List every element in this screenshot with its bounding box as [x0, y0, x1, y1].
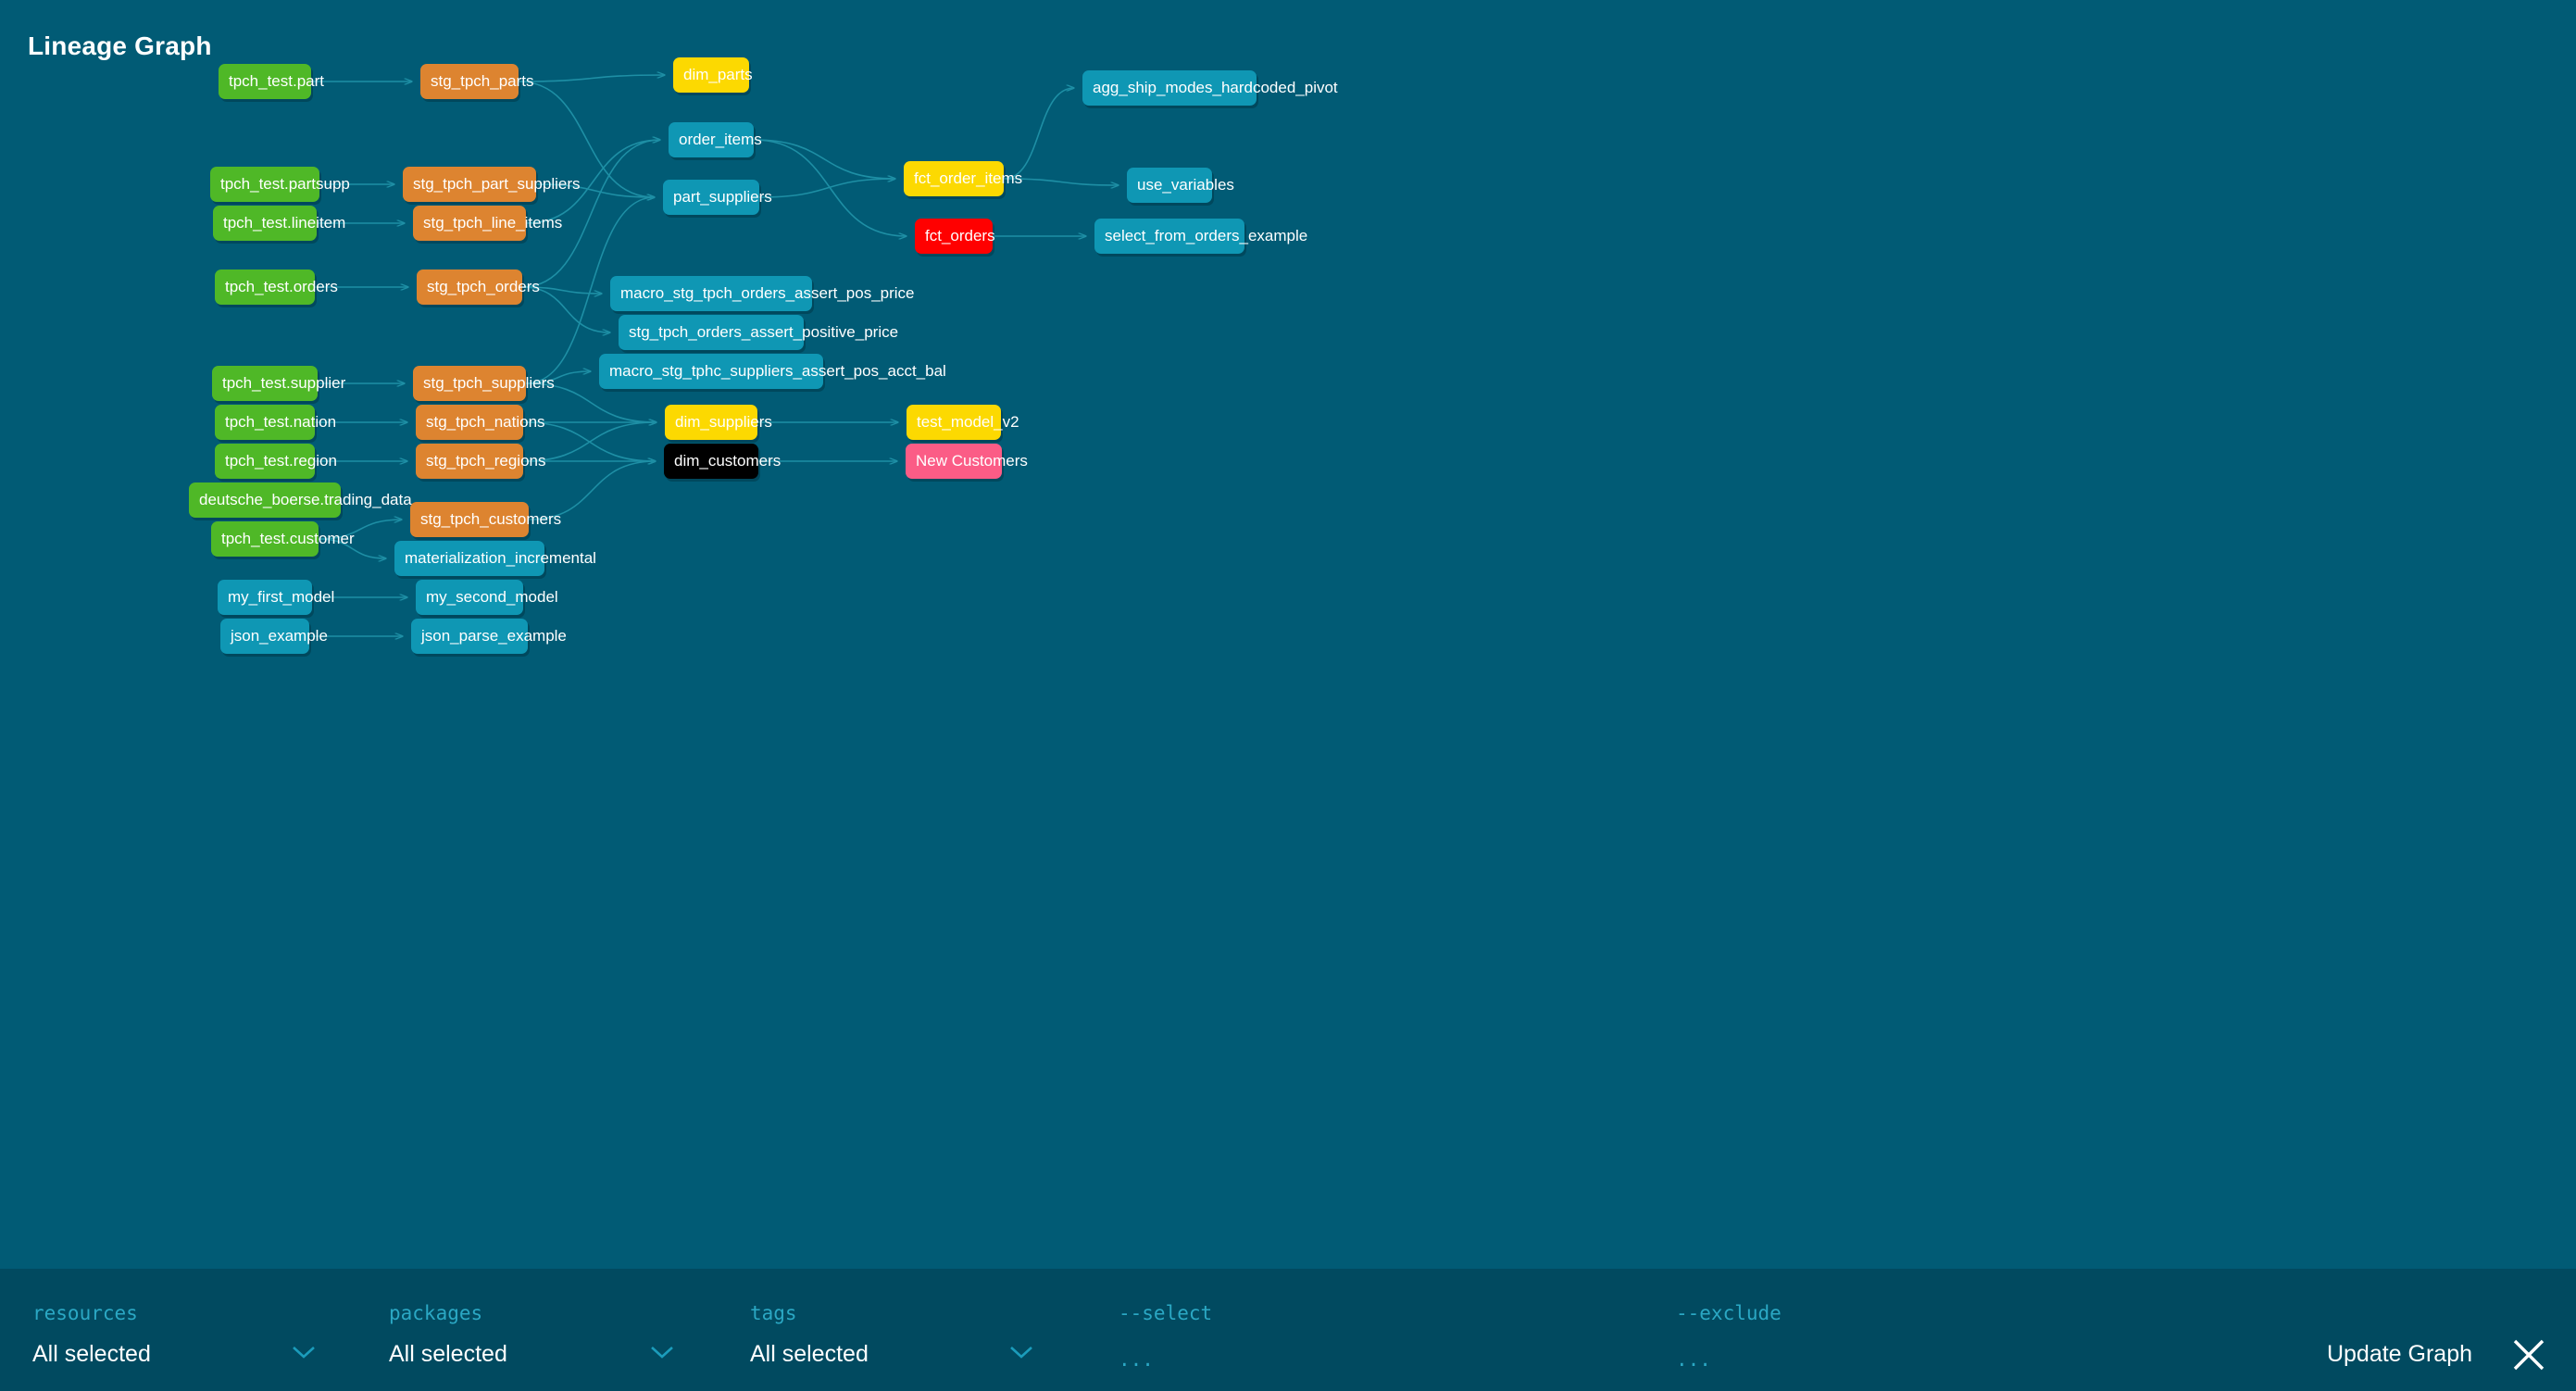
node-layer: tpch_test.part tpch_test.partsupp tpch_tes…: [189, 57, 1338, 654]
filter-text-input[interactable]: ...: [1676, 1348, 1711, 1371]
close-icon[interactable]: [2509, 1335, 2548, 1374]
graph-node[interactable]: select_from_orders_example: [1094, 219, 1307, 254]
graph-node[interactable]: tpch_test.customer: [211, 521, 355, 557]
graph-node[interactable]: stg_tpch_orders: [417, 269, 540, 305]
graph-node[interactable]: use_variables: [1127, 168, 1234, 203]
graph-node[interactable]: stg_tpch_customers: [410, 502, 561, 537]
filter-select-value[interactable]: All selected: [32, 1341, 151, 1367]
graph-node[interactable]: stg_tpch_orders_assert_positive_price: [619, 315, 898, 350]
graph-node[interactable]: stg_tpch_suppliers: [413, 366, 555, 401]
filter-select-value[interactable]: All selected: [750, 1341, 869, 1367]
graph-node[interactable]: tpch_test.orders: [215, 269, 338, 305]
page-title: Lineage Graph: [28, 31, 212, 60]
filter-select-value[interactable]: All selected: [389, 1341, 507, 1367]
graph-node[interactable]: tpch_test.part: [219, 64, 324, 99]
graph-node[interactable]: stg_tpch_part_suppliers: [403, 167, 581, 202]
graph-node[interactable]: tpch_test.nation: [215, 405, 336, 440]
graph-node[interactable]: materialization_incremental: [394, 541, 596, 576]
graph-node[interactable]: my_second_model: [416, 580, 558, 615]
graph-node[interactable]: tpch_test.region: [215, 444, 337, 479]
filter-text-input[interactable]: ...: [1119, 1348, 1154, 1371]
graph-node[interactable]: part_suppliers: [663, 180, 772, 215]
chevron-down-icon[interactable]: [1009, 1345, 1033, 1360]
graph-node[interactable]: deutsche_boerse.trading_data: [189, 482, 412, 518]
graph-node[interactable]: dim_customers: [664, 444, 781, 479]
graph-node[interactable]: stg_tpch_parts: [420, 64, 534, 99]
graph-node[interactable]: New Customers: [906, 444, 1028, 479]
graph-node[interactable]: tpch_test.supplier: [212, 366, 345, 401]
graph-node[interactable]: stg_tpch_regions: [416, 444, 545, 479]
filter-label: tags: [750, 1302, 797, 1324]
graph-node[interactable]: fct_order_items: [904, 161, 1022, 196]
graph-node[interactable]: agg_ship_modes_hardcoded_pivot: [1082, 70, 1338, 106]
graph-canvas[interactable]: tpch_test.part tpch_test.partsupp tpch_tes…: [0, 0, 2576, 1269]
graph-node[interactable]: fct_orders: [915, 219, 995, 254]
chevron-down-icon[interactable]: [650, 1345, 674, 1360]
filter-label: packages: [389, 1302, 483, 1324]
graph-node[interactable]: macro_stg_tphc_suppliers_assert_pos_acct…: [599, 354, 946, 389]
control-bar: resources All selected packages All selecte…: [0, 1269, 2576, 1391]
graph-node[interactable]: stg_tpch_nations: [416, 405, 545, 440]
graph-node[interactable]: dim_parts: [673, 57, 753, 93]
graph-node[interactable]: test_model_v2: [907, 405, 1019, 440]
graph-node[interactable]: macro_stg_tpch_orders_assert_pos_price: [610, 276, 915, 311]
chevron-down-icon[interactable]: [292, 1345, 316, 1360]
update-graph-button[interactable]: Update Graph: [2326, 1341, 2472, 1367]
filter-label: resources: [32, 1302, 138, 1324]
graph-node[interactable]: order_items: [669, 122, 762, 157]
graph-node[interactable]: tpch_test.lineitem: [213, 206, 345, 241]
graph-node[interactable]: stg_tpch_line_items: [413, 206, 562, 241]
graph-node[interactable]: json_example: [220, 619, 328, 654]
graph-node[interactable]: my_first_model: [218, 580, 334, 615]
graph-node[interactable]: tpch_test.partsupp: [210, 167, 350, 202]
graph-node[interactable]: json_parse_example: [411, 619, 567, 654]
graph-node[interactable]: dim_suppliers: [665, 405, 772, 440]
filter-label: --exclude: [1676, 1302, 1782, 1324]
filter-label: --select: [1119, 1302, 1213, 1324]
